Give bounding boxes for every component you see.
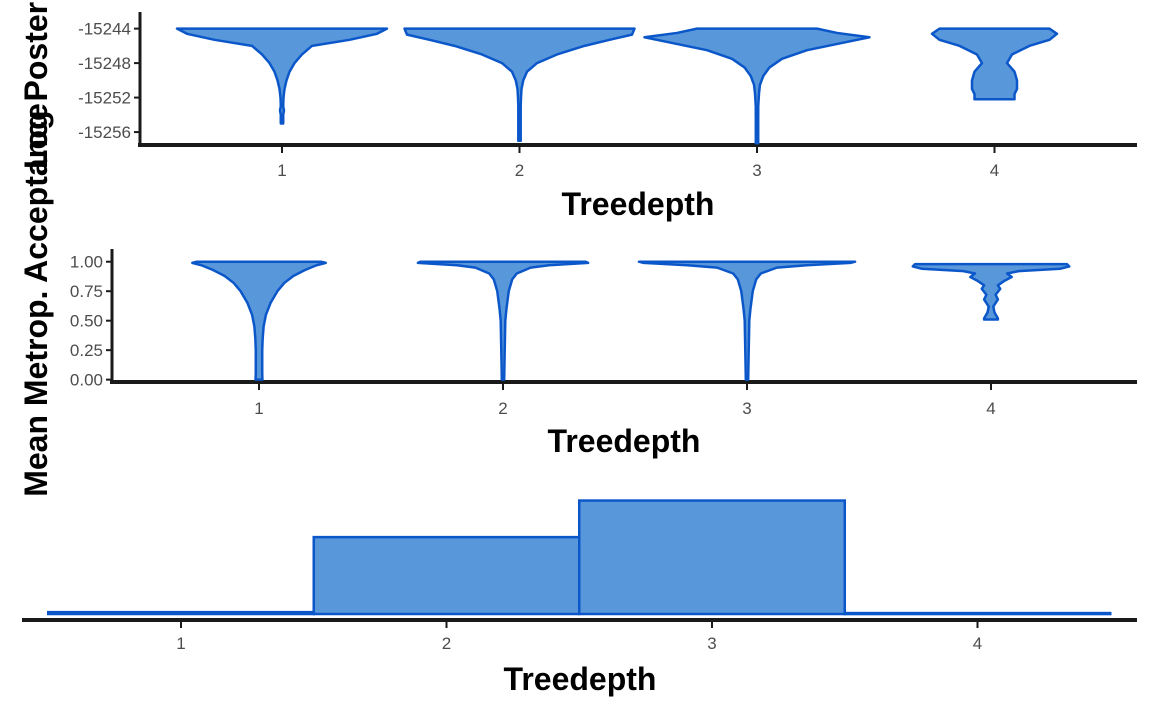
x-tick-label: 3 xyxy=(742,399,751,418)
x-tick-label: 1 xyxy=(176,634,185,653)
y-tick-label: -15248 xyxy=(78,54,131,73)
x-axis-title: Treedepth xyxy=(562,186,715,222)
violin-1 xyxy=(175,27,389,125)
y-tick-label: -15256 xyxy=(78,123,131,142)
y-tick-label: -15252 xyxy=(78,89,131,108)
x-tick-label: 2 xyxy=(498,399,507,418)
violin-4 xyxy=(930,27,1059,101)
x-axis-title: Treedepth xyxy=(548,423,701,459)
violin-1 xyxy=(191,260,327,381)
violin-4 xyxy=(911,262,1071,321)
violin-3 xyxy=(637,260,857,381)
y-tick-label: 0.25 xyxy=(70,341,103,360)
x-tick-label: 1 xyxy=(254,399,263,418)
violin-2 xyxy=(403,27,636,142)
x-tick-label: 1 xyxy=(277,161,286,180)
x-tick-label: 3 xyxy=(752,161,761,180)
y-axis-title-acceptance: Mean Metrop. Acceptance xyxy=(18,103,54,497)
x-tick-label: 3 xyxy=(707,634,716,653)
acceptance-panel: 1.00 0.75 0.50 0.25 0.00 1 2 3 4 Treedepth xyxy=(70,249,1137,459)
violin-3 xyxy=(643,27,871,145)
histogram-bar-4 xyxy=(843,611,1112,616)
x-tick-label: 4 xyxy=(973,634,982,653)
x-tick-label: 2 xyxy=(515,161,524,180)
y-tick-label: 0.00 xyxy=(70,371,103,390)
violin-2 xyxy=(416,260,590,381)
y-tick-label: -15244 xyxy=(78,20,131,39)
treedepth-histogram-panel: 1 2 3 4 Treedepth xyxy=(22,499,1137,697)
log-posterior-panel: -15244 -15248 -15252 -15256 1 2 3 4 Treedepth xyxy=(78,12,1137,222)
y-tick-label: 0.75 xyxy=(70,282,103,301)
y-tick-label: 1.00 xyxy=(70,253,103,272)
histogram-bar-1 xyxy=(47,610,315,616)
x-tick-label: 2 xyxy=(442,634,451,653)
y-axis-title-log-posterior: Log Posterior xyxy=(18,0,54,169)
x-tick-label: 4 xyxy=(990,161,999,180)
x-tick-label: 4 xyxy=(986,399,995,418)
x-axis-title: Treedepth xyxy=(504,661,657,697)
y-tick-label: 0.50 xyxy=(70,312,103,331)
histogram-bar-3 xyxy=(578,499,846,616)
histogram-bar-2 xyxy=(312,535,581,616)
